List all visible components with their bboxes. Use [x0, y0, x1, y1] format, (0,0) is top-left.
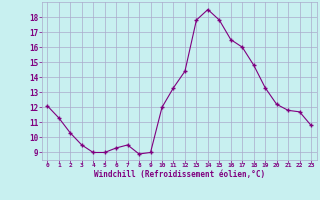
X-axis label: Windchill (Refroidissement éolien,°C): Windchill (Refroidissement éolien,°C) — [94, 170, 265, 179]
